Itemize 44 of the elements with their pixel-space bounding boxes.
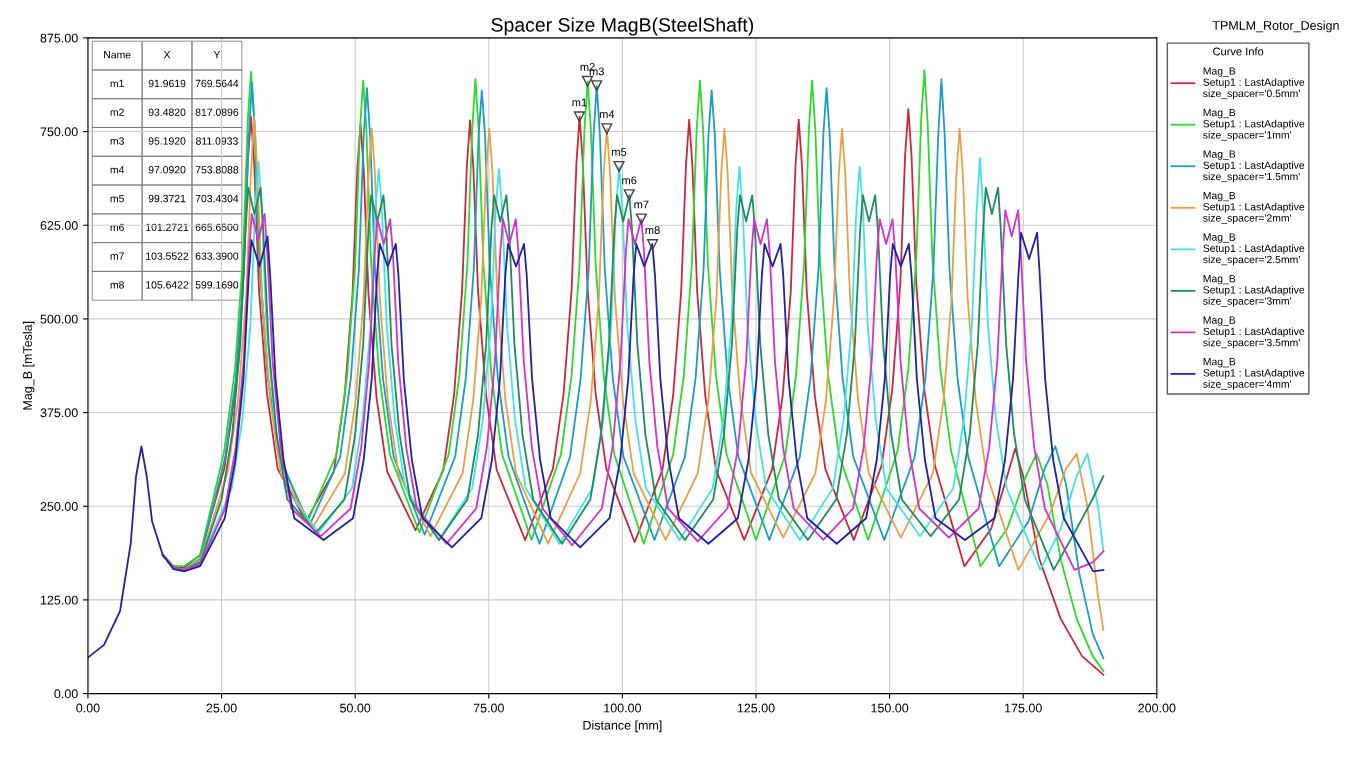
annotation: m4 bbox=[599, 110, 615, 119]
chart-title: Spacer Size MagB(SteelShaft) bbox=[491, 17, 754, 36]
legend-label: Mag_B Setup1 : LastAdaptive size_spacer='4mm' bbox=[1203, 358, 1305, 390]
x-axis-title: Distance [mm] bbox=[583, 720, 662, 733]
text: m4 97.0920 753.8088 bbox=[110, 166, 239, 174]
y-tick-label: 750.00 bbox=[40, 127, 78, 137]
x-tick-label: 25.00 bbox=[206, 703, 237, 713]
x-tick-label: 75.00 bbox=[473, 703, 504, 713]
y-tick-label: 0.00 bbox=[54, 689, 78, 699]
text: m7 103.5522 633.3900 bbox=[110, 252, 239, 260]
y-tick-label: 375.00 bbox=[40, 408, 78, 418]
x-tick-label: 175.00 bbox=[1005, 703, 1042, 713]
x-tick-label: 200.00 bbox=[1138, 703, 1176, 713]
legend-title: Curve Info bbox=[1213, 47, 1264, 56]
legend-label: Mag_B Setup1 : LastAdaptive size_spacer='1.5mm' bbox=[1203, 150, 1305, 183]
legend-label: Mag_B Setup1 : LastAdaptive size_spacer='3.5mm' bbox=[1203, 316, 1305, 349]
text: m5 99.3721 703.4304 bbox=[110, 194, 239, 203]
annotation: m5 bbox=[612, 148, 627, 156]
text: m2 93.4820 817.0896 bbox=[110, 108, 239, 116]
y-tick-label: 500.00 bbox=[40, 314, 78, 324]
text: TPMLM_Rotor_Design bbox=[1212, 20, 1339, 33]
y-tick-label: 625.00 bbox=[40, 221, 78, 230]
y-axis-title: Mag_B [mTesla] bbox=[22, 321, 35, 410]
legend-label: Mag_B Setup1 : LastAdaptive size_spacer='3mm' bbox=[1203, 275, 1305, 307]
legend-label: Mag_B Setup1 : LastAdaptive size_spacer='2mm' bbox=[1203, 191, 1305, 224]
x-tick-label: 0.00 bbox=[76, 703, 100, 713]
x-tick-label: 50.00 bbox=[340, 703, 371, 713]
text: Name X Y bbox=[104, 51, 221, 59]
text: m3 95.1920 811.0933 bbox=[110, 137, 238, 145]
annotation: m8 bbox=[645, 226, 660, 235]
legend-label: Mag_B Setup1 : LastAdaptive size_spacer='2.5mm' bbox=[1203, 233, 1305, 266]
x-tick-label: 125.00 bbox=[737, 703, 775, 713]
text: m8 105.6422 599.1690 bbox=[110, 281, 239, 289]
x-tick-label: 150.00 bbox=[871, 703, 909, 713]
y-tick-label: 875.00 bbox=[40, 33, 78, 43]
annotation: m6 bbox=[622, 176, 637, 185]
legend-label: Mag_B Setup1 : LastAdaptive size_spacer='0.5mm' bbox=[1203, 67, 1305, 100]
text: m6 101.2721 665.6500 bbox=[110, 223, 239, 232]
legend-label: Mag_B Setup1 : LastAdaptive size_spacer='1mm' bbox=[1203, 108, 1305, 141]
x-tick-label: 100.00 bbox=[604, 703, 642, 713]
y-tick-label: 250.00 bbox=[40, 502, 78, 511]
y-tick-label: 125.00 bbox=[40, 595, 78, 605]
text: m1 91.9619 769.5644 bbox=[110, 79, 239, 88]
annotation: m7 bbox=[634, 200, 649, 209]
